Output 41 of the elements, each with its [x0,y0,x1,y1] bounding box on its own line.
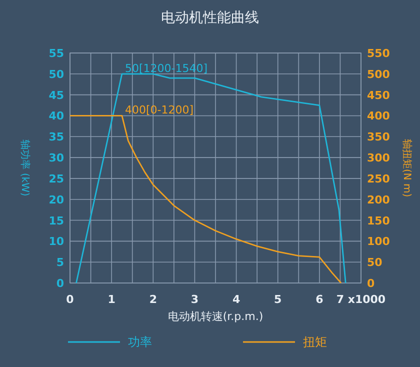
y2-tick-label: 500 [367,68,390,81]
y-tick-label: 35 [48,130,64,144]
chart-title: 电动机性能曲线 [161,10,259,26]
x-tick-label: 5 [274,293,282,306]
x-tick-label: 2 [149,293,157,306]
y2-tick-label: 450 [367,88,390,102]
x-tick-label: 7 x1000 [336,293,386,306]
legend-label: 扭矩 [303,335,327,349]
y-tick-label: 30 [48,152,64,165]
y2-tick-label: 0 [367,277,375,290]
y2-tick-label: 250 [367,172,390,186]
y-tick-label: 40 [48,110,64,123]
y-tick-label: 10 [48,235,64,248]
y-tick-label: 25 [48,172,64,186]
y-axis-title: 轴功率 (kW) [19,140,31,196]
y2-axis-title: 轴扭矩(N m) [401,138,413,198]
x-axis-title: 电动机转速(r.p.m.) [168,310,264,323]
y2-tick-label: 150 [367,214,390,228]
x-tick-label: 3 [190,293,199,306]
y-tick-label: 20 [48,193,64,206]
y2-tick-label: 100 [367,235,390,248]
x-tick-label: 4 [232,293,240,306]
y-tick-label: 0 [56,277,64,290]
y-tick-label: 45 [48,88,64,102]
annotation: 400[0-1200] [124,104,194,117]
y2-tick-label: 200 [367,193,390,206]
line-series [76,73,346,284]
x-tick-label: 0 [66,293,74,306]
legend-label: 功率 [128,335,152,349]
y2-tick-label: 300 [367,152,390,165]
y-tick-label: 5 [56,256,64,270]
line-series [69,115,342,284]
x-tick-label: 1 [108,293,116,306]
y2-tick-label: 350 [367,130,390,144]
y-tick-label: 50 [48,68,64,81]
y2-tick-label: 550 [367,47,390,60]
y-tick-label: 15 [48,214,64,228]
y2-tick-label: 400 [367,110,390,123]
y2-tick-label: 50 [367,256,383,270]
y-tick-label: 55 [48,47,64,60]
x-tick-label: 6 [316,293,324,306]
